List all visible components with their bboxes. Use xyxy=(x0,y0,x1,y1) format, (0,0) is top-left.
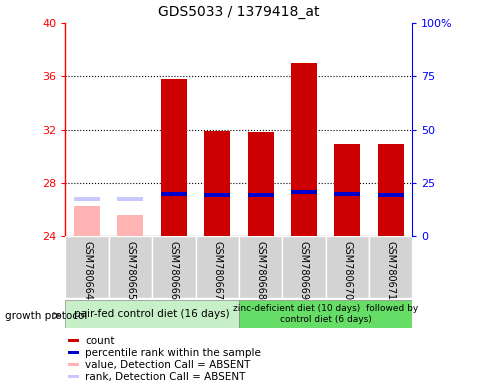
Bar xyxy=(290,190,316,194)
Bar xyxy=(247,132,273,236)
Bar xyxy=(333,144,360,236)
Bar xyxy=(204,193,230,197)
Bar xyxy=(195,236,239,298)
Bar xyxy=(290,63,316,236)
Text: value, Detection Call = ABSENT: value, Detection Call = ABSENT xyxy=(85,360,250,370)
Text: GSM780664: GSM780664 xyxy=(82,241,92,300)
Bar xyxy=(67,351,79,354)
Text: rank, Detection Call = ABSENT: rank, Detection Call = ABSENT xyxy=(85,372,245,382)
Bar xyxy=(67,339,79,342)
Text: GSM780668: GSM780668 xyxy=(255,241,265,300)
Text: zinc-deficient diet (10 days)  followed by
control diet (6 days): zinc-deficient diet (10 days) followed b… xyxy=(232,304,417,324)
Text: growth protocol: growth protocol xyxy=(5,311,87,321)
Bar xyxy=(67,364,79,366)
Bar xyxy=(65,236,108,298)
Bar xyxy=(67,376,79,378)
Text: GSM780665: GSM780665 xyxy=(125,241,135,300)
Bar xyxy=(161,192,186,195)
Title: GDS5033 / 1379418_at: GDS5033 / 1379418_at xyxy=(158,5,319,19)
Bar xyxy=(333,192,360,195)
Bar xyxy=(65,300,238,328)
Text: percentile rank within the sample: percentile rank within the sample xyxy=(85,348,260,358)
Bar xyxy=(377,144,403,236)
Bar xyxy=(117,197,143,201)
Bar xyxy=(368,236,411,298)
Text: GSM780669: GSM780669 xyxy=(298,241,308,300)
Bar xyxy=(74,197,100,201)
Bar xyxy=(247,193,273,197)
Bar xyxy=(238,300,411,328)
Bar xyxy=(108,236,152,298)
Bar xyxy=(74,205,100,236)
Text: count: count xyxy=(85,336,115,346)
Bar xyxy=(377,193,403,197)
Text: GSM780671: GSM780671 xyxy=(385,241,395,300)
Text: GSM780666: GSM780666 xyxy=(168,241,179,300)
Bar xyxy=(238,236,282,298)
Text: pair-fed control diet (16 days): pair-fed control diet (16 days) xyxy=(74,309,229,319)
Bar xyxy=(161,79,186,236)
Bar xyxy=(325,236,368,298)
Bar xyxy=(152,236,195,298)
Bar xyxy=(117,215,143,236)
Bar xyxy=(282,236,325,298)
Text: GSM780670: GSM780670 xyxy=(342,241,351,300)
Text: GSM780667: GSM780667 xyxy=(212,241,222,300)
Bar xyxy=(204,131,230,236)
